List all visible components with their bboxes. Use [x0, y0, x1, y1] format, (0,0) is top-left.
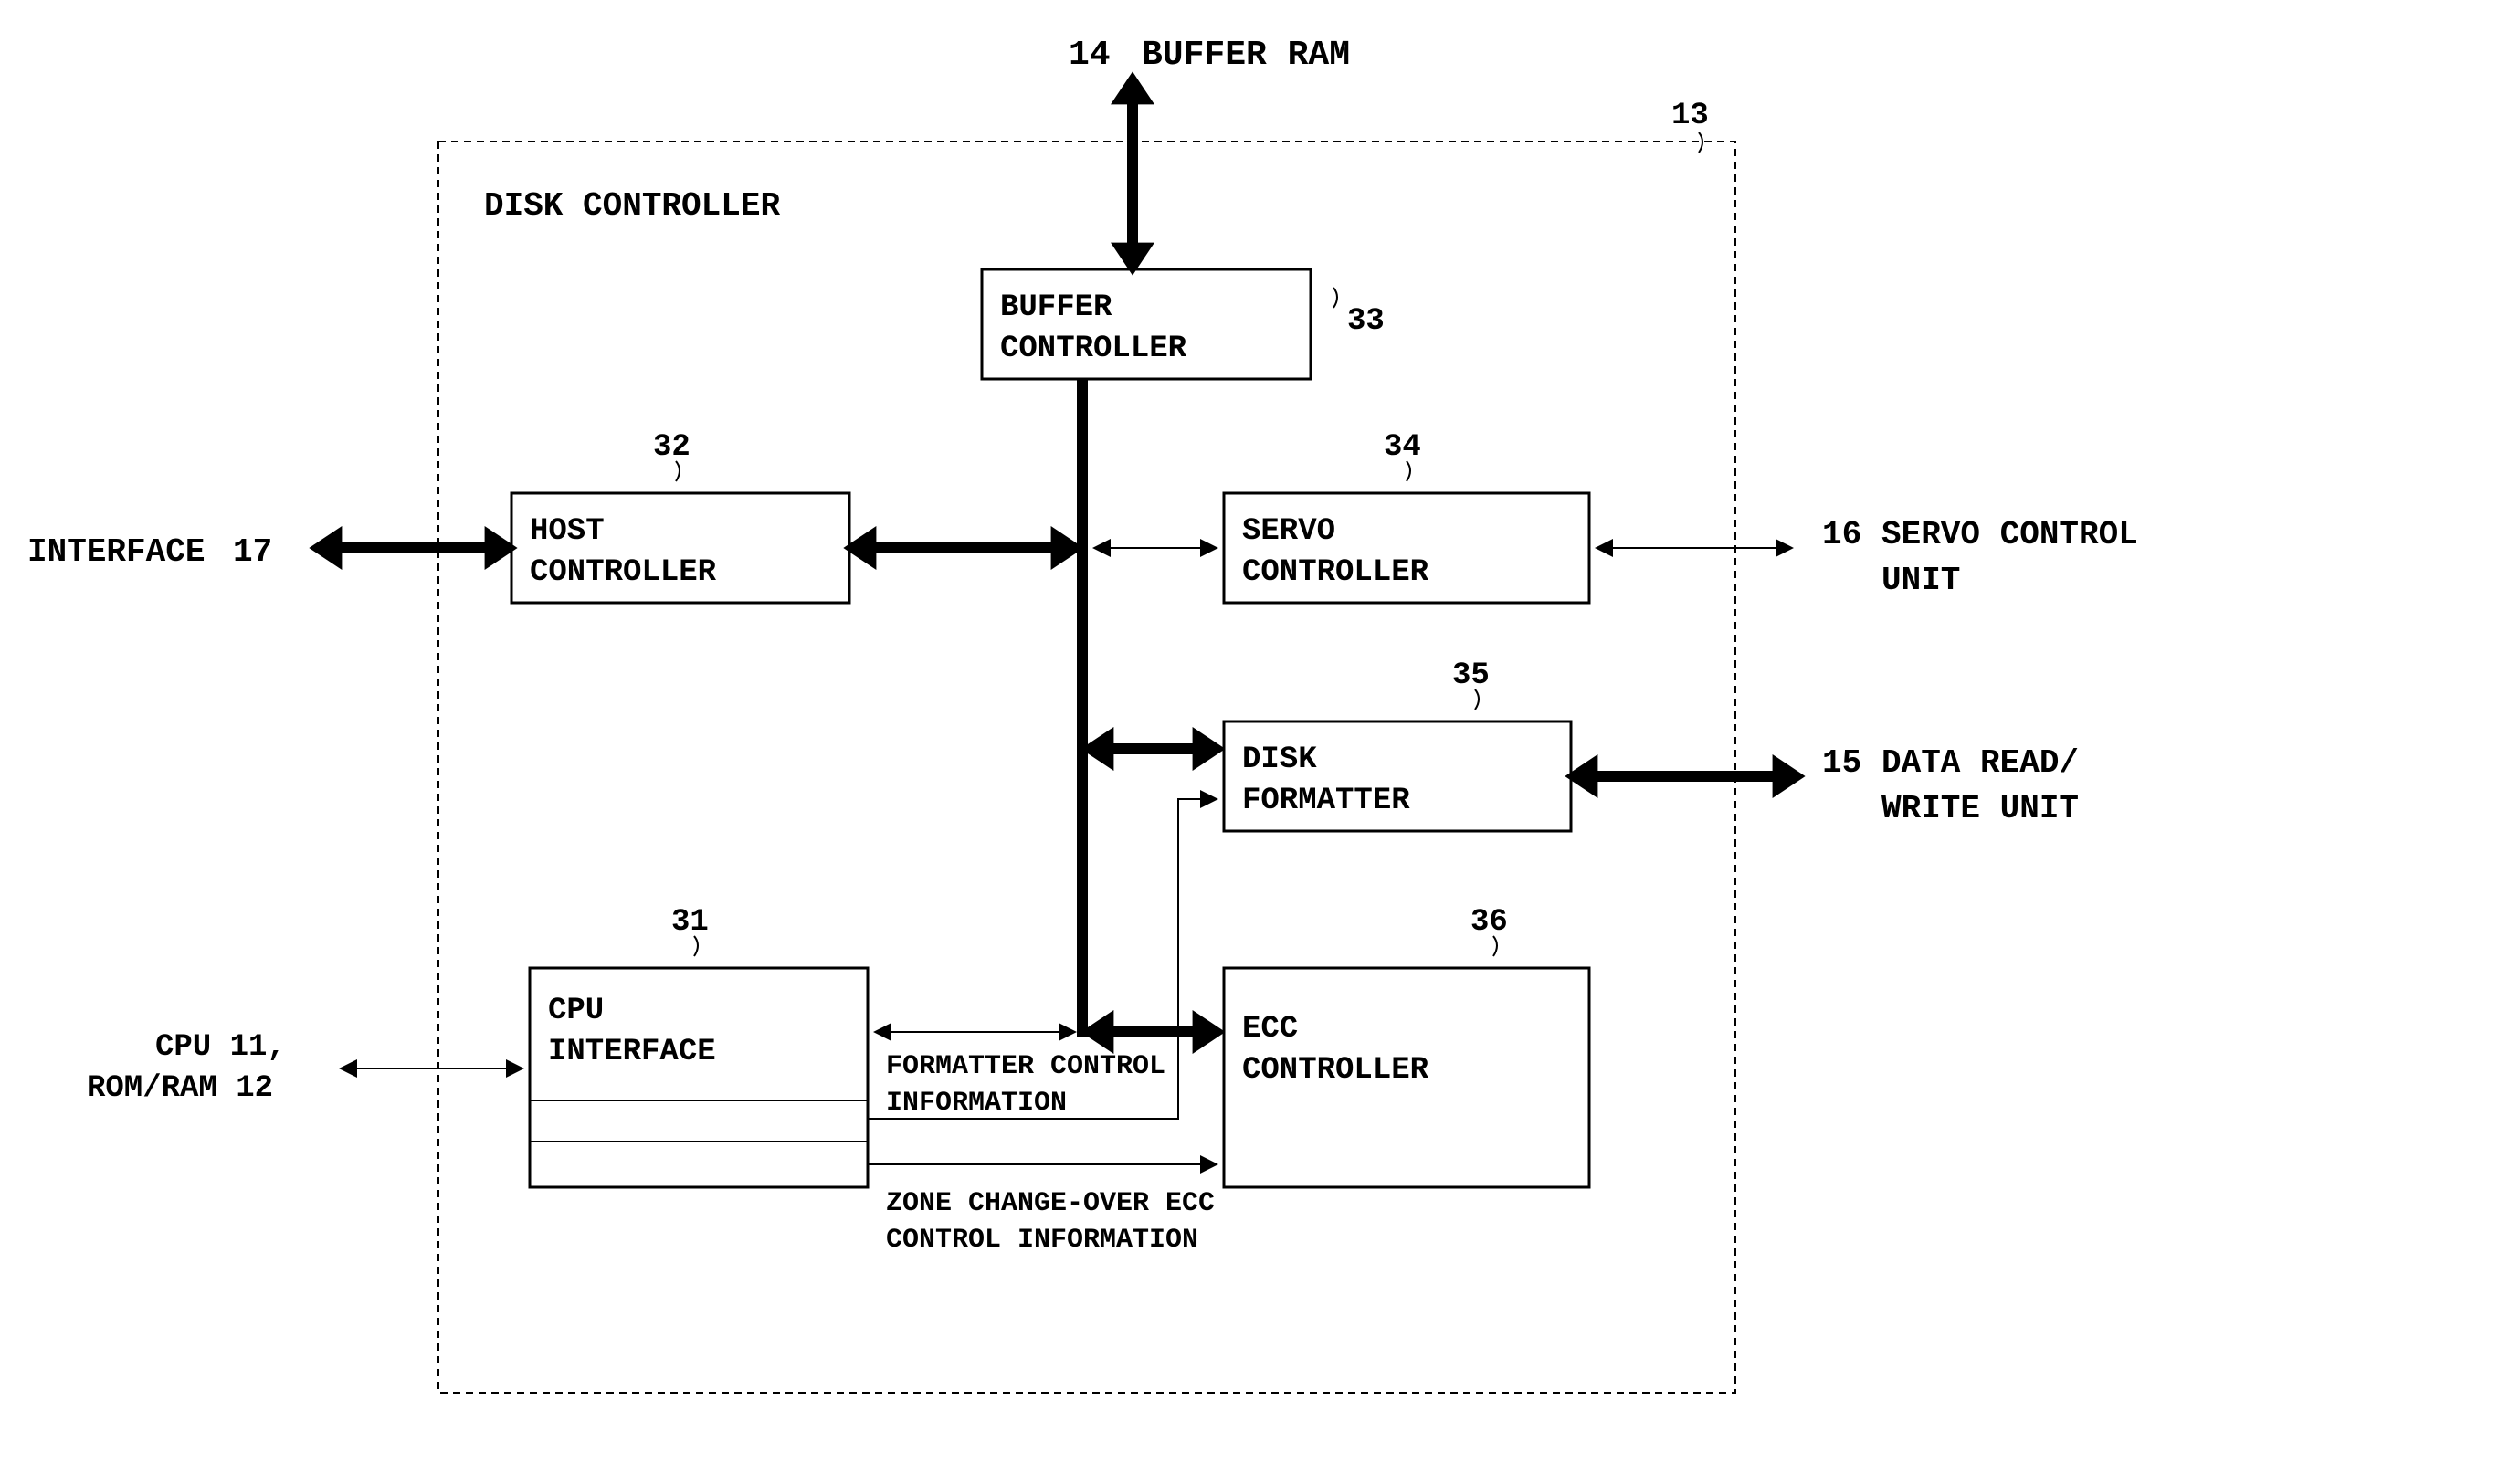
buffer-ram-ref: 14	[1069, 36, 1111, 75]
cpu-interface-label1: CPU	[548, 994, 604, 1028]
zone-ecc-label1: ZONE CHANGE-OVER ECC	[886, 1188, 1215, 1219]
servo-controller-ref: 34	[1384, 430, 1421, 465]
buffer-controller-label2: CONTROLLER	[1000, 332, 1187, 366]
data-rw-ref: 15	[1822, 744, 1861, 782]
servo-controller-label1: SERVO	[1242, 514, 1335, 549]
disk-formatter-label2: FORMATTER	[1242, 784, 1410, 818]
buffer-controller-ref: 33	[1347, 304, 1385, 339]
servo-unit-text1: SERVO CONTROL	[1881, 516, 2138, 553]
interface-ref: 17	[233, 533, 272, 571]
interface-text: INTERFACE	[27, 533, 205, 571]
cpu-rom-line2: ROM/RAM 12	[87, 1071, 273, 1106]
formatter-ctrl-label2: INFORMATION	[886, 1088, 1067, 1119]
zone-ecc-label2: CONTROL INFORMATION	[886, 1225, 1198, 1256]
servo-unit-text2: UNIT	[1881, 562, 1960, 599]
ecc-controller-label1: ECC	[1242, 1012, 1298, 1047]
host-controller-label1: HOST	[530, 514, 605, 549]
cpu-interface-label2: INTERFACE	[548, 1035, 716, 1069]
disk-controller-diagram: 13 DISK CONTROLLER BUFFER CONTROLLER 33 …	[0, 0, 2498, 1484]
servo-unit-ref: 16	[1822, 516, 1861, 553]
container-title: DISK CONTROLLER	[484, 187, 780, 225]
container-ref: 13	[1671, 99, 1709, 133]
ecc-controller-ref: 36	[1470, 905, 1508, 940]
buffer-ram-text: BUFFER RAM	[1142, 36, 1350, 75]
data-rw-text2: WRITE UNIT	[1881, 790, 2079, 827]
servo-controller-label2: CONTROLLER	[1242, 555, 1429, 590]
host-controller-ref: 32	[653, 430, 690, 465]
disk-formatter-label1: DISK	[1242, 742, 1317, 777]
data-rw-text1: DATA READ/	[1881, 744, 2079, 782]
cpu-interface-ref: 31	[671, 905, 709, 940]
ecc-controller-label2: CONTROLLER	[1242, 1053, 1429, 1088]
buffer-controller-label1: BUFFER	[1000, 290, 1112, 325]
cpu-rom-line1: CPU 11,	[155, 1030, 286, 1065]
disk-formatter-ref: 35	[1452, 658, 1490, 693]
host-controller-label2: CONTROLLER	[530, 555, 717, 590]
formatter-ctrl-label1: FORMATTER CONTROL	[886, 1051, 1165, 1082]
